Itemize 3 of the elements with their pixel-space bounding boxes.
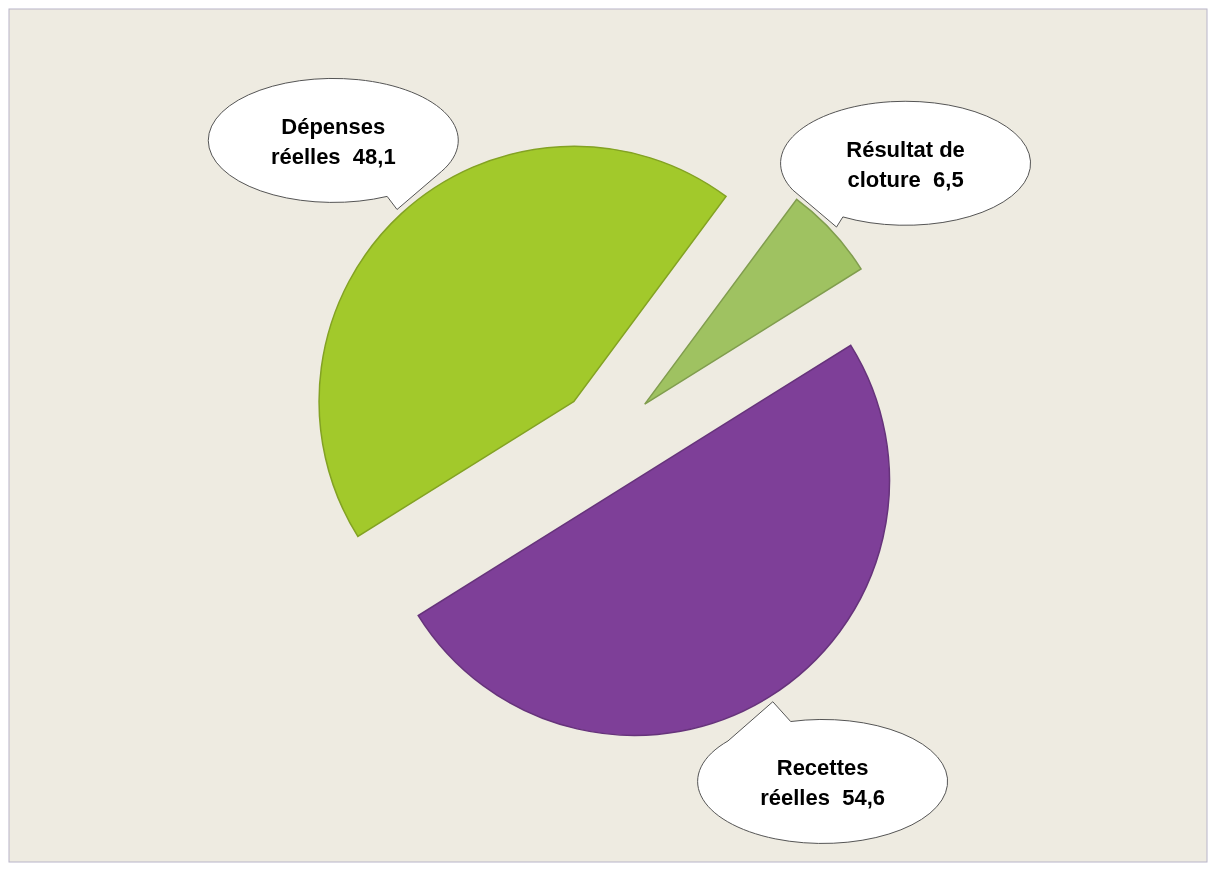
slice-label: Résultat de cloture 6,5 <box>846 137 965 193</box>
slice-label: Recettes réelles 54,6 <box>760 755 886 811</box>
slice-label: Dépenses réelles 48,1 <box>270 114 396 170</box>
